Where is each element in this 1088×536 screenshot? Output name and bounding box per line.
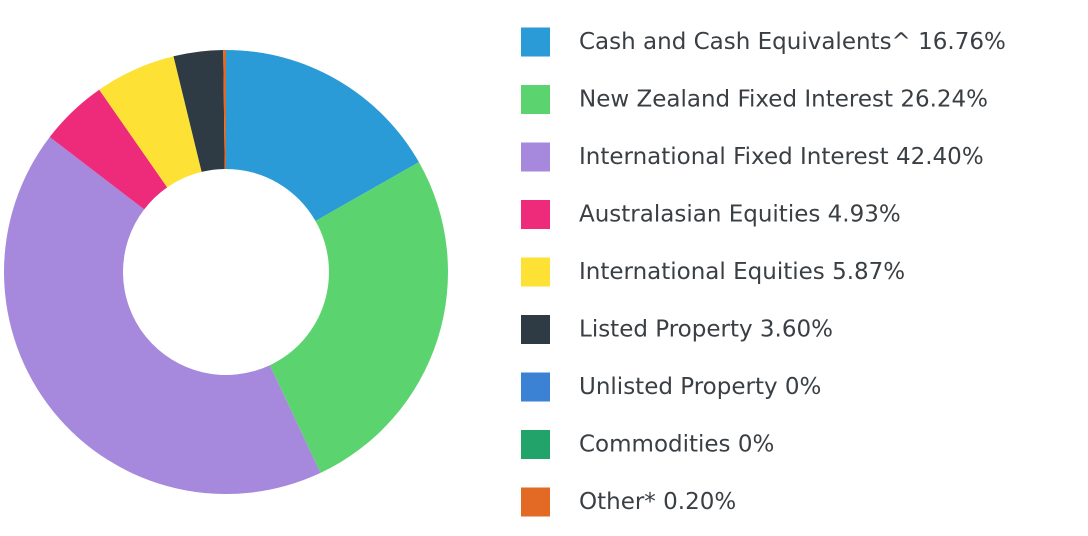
legend-label: Listed Property 3.60% [579, 316, 833, 342]
donut-slice [223, 50, 226, 170]
legend-value: 16.76% [918, 29, 1006, 55]
donut-slice [226, 50, 419, 222]
legend-value: 0% [738, 431, 775, 457]
legend-swatch [521, 142, 550, 172]
legend-swatch [521, 372, 550, 402]
legend-value: 26.24% [900, 86, 988, 112]
legend-name: Unlisted Property [579, 374, 778, 400]
legend-value: 0% [785, 374, 822, 400]
donut-slice [3, 137, 321, 494]
legend-label: Australasian Equities 4.93% [579, 201, 901, 227]
legend-name: New Zealand Fixed Interest [579, 86, 893, 112]
legend-label: International Fixed Interest 42.40% [579, 144, 984, 170]
legend-name: Cash and Cash Equivalents^ [579, 29, 911, 55]
legend-label: Commodities 0% [579, 431, 774, 457]
donut-slice [99, 56, 202, 188]
legend-value: 0.20% [663, 489, 736, 515]
legend-label: Cash and Cash Equivalents^ 16.76% [579, 29, 1006, 55]
legend-swatch [521, 315, 550, 344]
legend-name: International Fixed Interest [579, 144, 889, 170]
legend-name: International Equities [579, 259, 825, 285]
legend-name: Other* [579, 489, 656, 515]
legend-value: 42.40% [896, 144, 984, 170]
legend-label: New Zealand Fixed Interest 26.24% [579, 86, 988, 112]
donut-slice [49, 89, 168, 210]
legend-swatch [521, 27, 550, 57]
legend-swatch [521, 430, 550, 459]
donut-slice [269, 162, 449, 473]
legend-value: 3.60% [760, 316, 833, 342]
legend-swatch [521, 200, 550, 229]
legend-label: Other* 0.20% [579, 489, 736, 515]
donut-slice [173, 50, 225, 172]
legend-name: Australasian Equities [579, 201, 820, 227]
legend-swatch [521, 257, 550, 287]
legend-label: Unlisted Property 0% [579, 374, 821, 400]
legend-value: 4.93% [828, 201, 901, 227]
legend-swatch [521, 85, 550, 114]
legend-label: International Equities 5.87% [579, 259, 905, 285]
legend-name: Listed Property [579, 316, 753, 342]
legend-value: 5.87% [832, 259, 905, 285]
legend-swatch [521, 487, 550, 517]
legend-name: Commodities [579, 431, 731, 457]
